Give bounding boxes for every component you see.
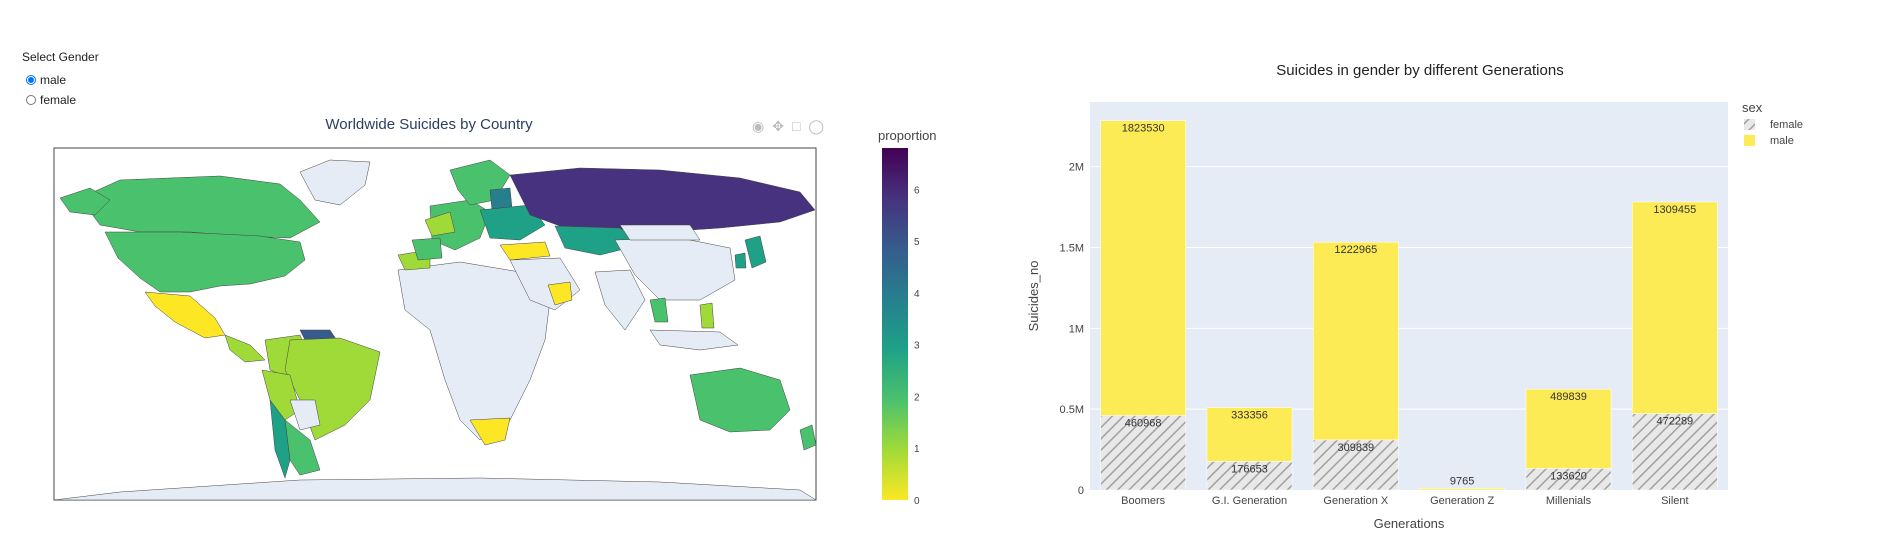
bar-value-label: 133620 xyxy=(1550,470,1587,482)
map-country-philippines[interactable] xyxy=(699,302,715,329)
colorbar-tick-label: 3 xyxy=(914,341,920,352)
bar-value-label: 1222965 xyxy=(1334,244,1377,256)
x-tick-label: G.I. Generation xyxy=(1212,495,1287,507)
bar-male[interactable] xyxy=(1100,120,1186,416)
map-country-greenland[interactable] xyxy=(299,159,371,206)
map-country-peru[interactable] xyxy=(261,369,301,421)
map-country-france-uk[interactable] xyxy=(424,211,456,237)
box-select-icon[interactable]: □ xyxy=(791,118,801,134)
colorbar: proportion 0 1 2 3 4 5 6 xyxy=(878,128,937,507)
bar-value-label: 333356 xyxy=(1231,410,1268,422)
legend-swatch-male[interactable] xyxy=(1744,135,1755,146)
map-country-usa[interactable] xyxy=(104,231,306,293)
gender-selector: Select Gender male female xyxy=(22,50,99,110)
pan-icon[interactable]: ✥ xyxy=(772,118,784,134)
map-country-turkey[interactable] xyxy=(499,241,551,261)
map-country-baltic[interactable] xyxy=(489,187,513,211)
x-tick-label: Generation Z xyxy=(1430,495,1494,507)
map-modebar: ◉ ✥ □ ◯ xyxy=(752,118,824,135)
bar-female[interactable] xyxy=(1632,413,1718,491)
bar-value-label: 176653 xyxy=(1231,463,1268,475)
bar-male[interactable] xyxy=(1632,201,1718,414)
gender-selector-title: Select Gender xyxy=(22,50,99,64)
bar-female[interactable] xyxy=(1313,439,1399,491)
map-country-iberia[interactable] xyxy=(411,237,443,261)
map-country-india[interactable] xyxy=(594,269,646,331)
x-tick-label: Boomers xyxy=(1121,495,1166,507)
map-country-south-africa[interactable] xyxy=(469,417,511,446)
bar-value-label: 1309455 xyxy=(1653,204,1696,216)
radio-female-label: female xyxy=(40,93,77,107)
radio-male-label: male xyxy=(40,73,67,87)
map-country-eastern-europe[interactable] xyxy=(479,204,546,241)
colorbar-tick-label: 6 xyxy=(914,185,920,196)
map-country-kazakhstan[interactable] xyxy=(554,225,641,256)
colorbar-gradient xyxy=(882,148,908,500)
colorbar-tick-label: 2 xyxy=(914,392,920,403)
camera-icon[interactable]: ◉ xyxy=(752,118,765,134)
map-country-indonesia[interactable] xyxy=(649,329,739,351)
x-tick-label: Generation X xyxy=(1323,495,1388,507)
bar-value-label: 9765 xyxy=(1450,475,1474,487)
map-countries[interactable] xyxy=(53,159,817,501)
bar-chart-title: Suicides in gender by different Generati… xyxy=(1276,62,1564,79)
bar-male[interactable] xyxy=(1313,241,1399,441)
radio-male-input[interactable] xyxy=(26,75,36,85)
y-tick-label: 0.5M xyxy=(1060,404,1084,416)
map-country-chile[interactable] xyxy=(269,399,291,479)
bar-male[interactable] xyxy=(1525,388,1612,469)
map-country-alaska[interactable] xyxy=(59,187,111,216)
colorbar-tick-label: 1 xyxy=(914,444,920,455)
bar-value-label: 472289 xyxy=(1656,416,1693,428)
bar-male[interactable] xyxy=(1419,488,1505,491)
y-axis-title: Suicides_no xyxy=(1026,261,1041,332)
map-country-korea[interactable] xyxy=(734,252,747,269)
map-country-gulf[interactable] xyxy=(547,281,573,306)
map-country-antarctica[interactable] xyxy=(53,477,817,501)
colorbar-tick-label: 0 xyxy=(914,496,920,507)
colorbar-tick-label: 4 xyxy=(914,289,920,300)
y-tick-label: 1M xyxy=(1069,323,1084,335)
radio-female[interactable]: female xyxy=(22,90,99,110)
legend-label-male[interactable]: male xyxy=(1770,135,1794,147)
map-country-central-america[interactable] xyxy=(224,334,266,363)
legend-swatch-female[interactable] xyxy=(1744,119,1755,130)
legend-title: sex xyxy=(1742,100,1763,115)
x-tick-label: Silent xyxy=(1661,495,1689,507)
choropleth-map[interactable]: proportion 0 1 2 3 4 5 6 xyxy=(0,0,960,541)
map-country-mongolia[interactable] xyxy=(619,224,701,241)
map-country-bolivia[interactable] xyxy=(289,399,321,431)
y-tick-label: 1.5M xyxy=(1060,243,1084,255)
bar-value-label: 309839 xyxy=(1337,442,1374,454)
map-country-mexico[interactable] xyxy=(144,291,226,339)
bar-value-label: 460968 xyxy=(1125,417,1162,429)
map-country-australia[interactable] xyxy=(689,367,791,433)
y-tick-label: 2M xyxy=(1069,162,1084,174)
map-country-thailand[interactable] xyxy=(649,297,669,323)
bar-value-label: 1823530 xyxy=(1122,123,1165,135)
bar-value-label: 489839 xyxy=(1550,391,1587,403)
map-title: Worldwide Suicides by Country xyxy=(325,116,533,133)
radio-male[interactable]: male xyxy=(22,70,99,90)
map-country-japan[interactable] xyxy=(744,235,767,269)
legend-label-female[interactable]: female xyxy=(1770,119,1803,131)
map-country-new-zealand[interactable] xyxy=(799,424,817,451)
x-tick-label: Millenials xyxy=(1546,495,1592,507)
colorbar-tick-label: 5 xyxy=(914,237,920,248)
bar-female[interactable] xyxy=(1206,461,1293,491)
bar-male[interactable] xyxy=(1206,407,1293,462)
lasso-icon[interactable]: ◯ xyxy=(808,118,825,134)
bar-female[interactable] xyxy=(1100,415,1186,491)
y-tick-label: 0 xyxy=(1078,485,1084,497)
colorbar-title: proportion xyxy=(878,128,937,143)
x-axis-title: Generations xyxy=(1374,516,1445,531)
radio-female-input[interactable] xyxy=(26,95,36,105)
